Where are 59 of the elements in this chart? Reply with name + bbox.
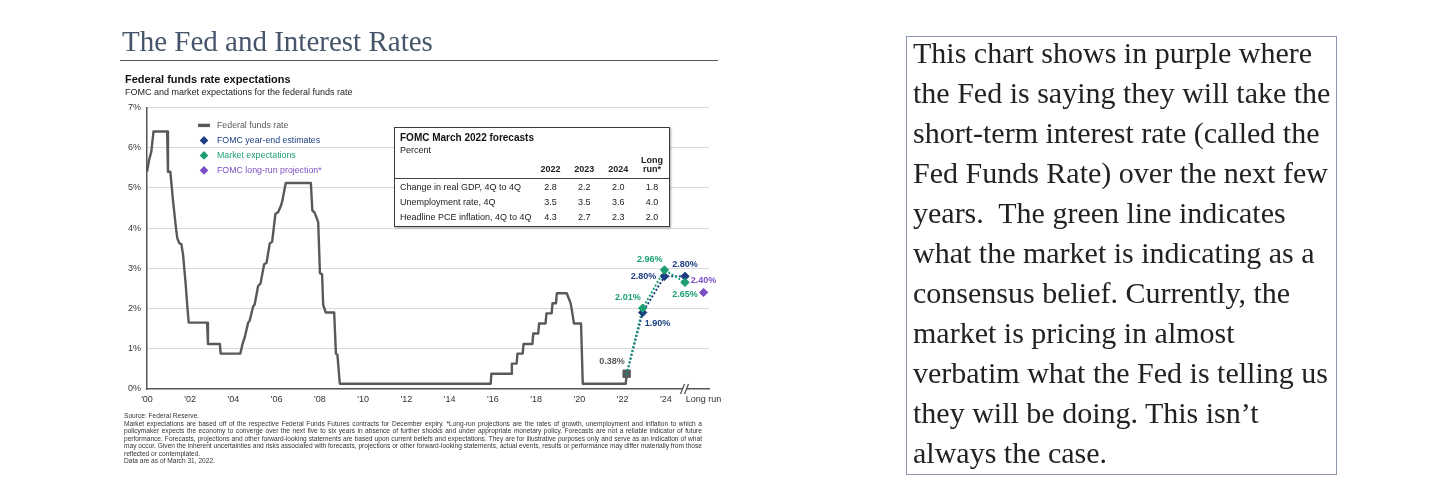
legend-label: Market expectations — [217, 149, 297, 160]
text: 3.6 — [611, 196, 625, 207]
legend-label: Federal funds rate — [217, 119, 289, 130]
data-label: 2.01% — [615, 291, 641, 302]
x-tick-label: '12 — [400, 393, 413, 404]
y-tick-label: 5% — [127, 182, 141, 193]
y-tick-label: 2% — [127, 303, 141, 314]
text: This chart shows in purple where the Fed is saying they will take the short-term interest rate (called the Fed Funds Rate) over the next few years. The green line indicates what the market is indicating as a consensus belief. Currently, the market is pricing in almost verbatim what the Fed is telling us they will be doing. This isn’t always the case. — [913, 36, 1331, 469]
x-tick-label: Long run — [685, 393, 722, 404]
y-tick-label: 1% — [127, 343, 141, 354]
data-label: 2.40% — [690, 275, 717, 286]
text: 2.7 — [578, 211, 591, 222]
data-label: 0.38% — [599, 356, 625, 367]
data-label: 1.90% — [644, 317, 671, 328]
data-label: 2.80% — [630, 270, 657, 281]
text: 2.0 — [611, 181, 625, 192]
legend-label: FOMC year-end estimates — [217, 134, 321, 145]
chart-title: Federal funds rate expectations — [125, 73, 291, 85]
y-tick-label: 6% — [127, 142, 141, 153]
y-tick-label: 3% — [127, 262, 141, 273]
category-label: 2023 — [567, 156, 602, 179]
text: 2.0 — [645, 211, 659, 222]
x-tick-label: '04 — [227, 393, 240, 404]
y-tick-label: 7% — [127, 101, 141, 112]
y-tick-label: 4% — [127, 222, 141, 233]
category-label: 2022 — [533, 156, 568, 179]
text: 2.3 — [611, 211, 625, 222]
data-label: 2.65% — [672, 288, 698, 299]
x-tick-label: '00 — [141, 393, 153, 404]
data-label: 2.96% — [636, 253, 663, 264]
category-label: Unemployment rate, 4Q — [400, 196, 496, 207]
x-tick-label: '08 — [314, 393, 326, 404]
category-label: Change in real GDP, 4Q to 4Q — [400, 181, 521, 192]
x-tick-label: '06 — [270, 393, 283, 404]
text: 1.8 — [645, 181, 659, 192]
data-label: 2.80% — [672, 259, 698, 270]
y-tick-label: 0% — [127, 383, 141, 394]
category-label: Headline PCE inflation, 4Q to 4Q — [400, 211, 532, 222]
chart-subtitle: FOMC and market expectations for the federal funds rate — [125, 87, 353, 97]
x-tick-label: '18 — [530, 393, 542, 404]
x-tick-label: '22 — [616, 393, 629, 404]
text: FOMC March 2022 forecasts — [399, 131, 535, 144]
text: 3.5 — [578, 196, 591, 207]
category-label: 2024 — [601, 156, 636, 179]
legend-label: FOMC long-run projection* — [217, 164, 323, 175]
text: The Fed and Interest Rates — [120, 22, 718, 61]
x-tick-label: '02 — [184, 393, 197, 404]
x-tick-label: '24 — [659, 393, 672, 404]
x-tick-label: '16 — [486, 393, 499, 404]
x-tick-label: '10 — [357, 393, 370, 404]
text: Percent — [399, 144, 433, 156]
text: 2.2 — [578, 181, 591, 192]
text: 4.0 — [645, 196, 659, 207]
x-tick-label: '20 — [573, 393, 586, 404]
category-label: Long run* — [635, 155, 669, 179]
x-tick-label: '14 — [443, 393, 456, 404]
text: 4.3 — [544, 211, 557, 222]
text: 3.5 — [544, 196, 557, 207]
text: 2.8 — [544, 181, 557, 192]
